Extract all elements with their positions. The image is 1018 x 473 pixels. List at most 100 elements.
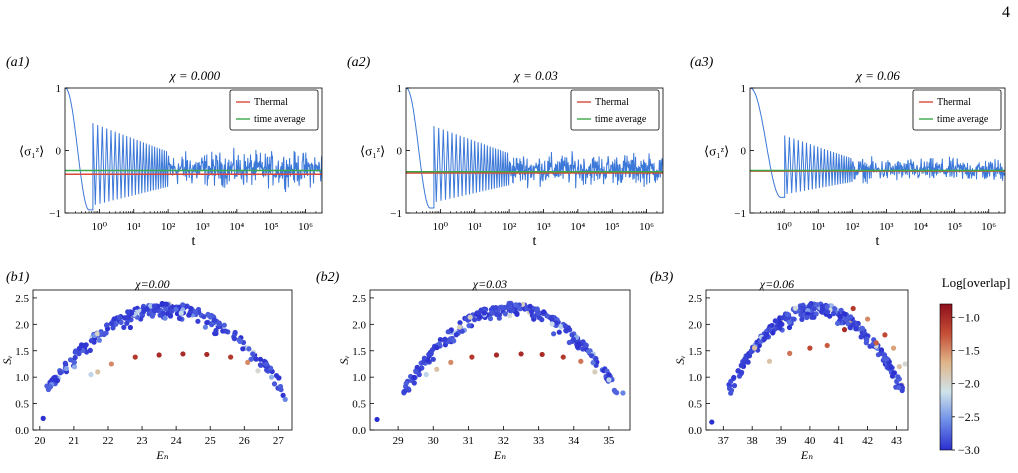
ytick-label: 2.0: [688, 319, 702, 331]
panel-title: χ=0.00: [134, 277, 169, 291]
scatter-point: [174, 311, 180, 317]
scatter-point: [125, 309, 131, 315]
scatter-point: [466, 323, 472, 329]
scatter-point-special: [890, 345, 897, 351]
xtick-label: 22: [102, 435, 113, 447]
scatter-point: [807, 302, 813, 308]
y-axis-label: ⟨σ₁ᶻ⟩: [19, 144, 44, 159]
scatter-point-special: [787, 350, 793, 356]
scatter-point: [76, 345, 82, 351]
scatter-point: [411, 380, 417, 386]
scatter-point: [780, 315, 786, 321]
legend-box: [570, 89, 660, 131]
scatter-point: [777, 320, 783, 326]
ytick-label: 0.0: [688, 425, 702, 437]
panel-label: (b1): [6, 270, 30, 285]
xtick-label: 10⁴: [570, 221, 585, 233]
scatter-panel-1: 0.0 0.5 1.0 1.5 2.0 2.5 20 21 22 23 24 25 26 27 χ=0.00…: [0, 270, 293, 462]
x-axis-label: t: [876, 234, 880, 249]
scatter-point: [163, 301, 169, 307]
legend-label-thermal: Thermal: [595, 97, 629, 108]
scatter-point: [141, 308, 147, 314]
scatter-point: [830, 311, 837, 317]
xtick-label: 10¹: [811, 221, 825, 233]
scatter-point: [811, 306, 817, 312]
scatter-point: [104, 326, 111, 332]
scatter-point: [280, 392, 286, 398]
xtick-label: 10⁶: [298, 221, 313, 233]
colorbar: Log[overlap] −1.0 −1.5 −2.0 −2.5 −3.0: [939, 275, 1011, 457]
xtick-label: 10⁵: [605, 221, 620, 233]
colorbar-tick-label: −1.0: [958, 310, 980, 324]
scatter-point: [108, 320, 115, 327]
xtick-label: 26: [239, 435, 251, 447]
scatter-point-special: [180, 351, 186, 357]
ytick-label: 1.0: [352, 372, 366, 384]
scatter-point-special: [807, 345, 813, 351]
scatter-point: [566, 339, 572, 346]
scatter-point: [837, 314, 843, 320]
x-axis-label: Eₙ: [800, 448, 813, 462]
xtick-label: 10²: [845, 221, 860, 233]
scatter-point: [777, 325, 783, 331]
scatter-point: [842, 311, 848, 317]
scatter-point-special: [560, 354, 566, 360]
ytick-label: 1.0: [15, 372, 29, 384]
legend-box: [912, 89, 1002, 131]
scatter-point-special: [156, 352, 162, 358]
legend-box: [229, 89, 319, 131]
scatter-point: [110, 325, 116, 331]
scatter-point: [127, 324, 133, 331]
scatter-point: [772, 318, 778, 324]
scatter-point-special: [95, 369, 101, 375]
scatter-point: [748, 349, 754, 355]
scatter-point: [264, 367, 270, 373]
panel-title: χ = 0.000: [168, 68, 221, 83]
scatter-point: [202, 324, 208, 330]
scatter-point: [825, 309, 831, 315]
scatter-point: [456, 324, 463, 330]
scatter-point: [570, 336, 577, 343]
scatter-point: [502, 311, 509, 317]
signal-line: [65, 88, 322, 211]
scatter-point-special: [423, 371, 429, 378]
colorbar-gradient: [939, 303, 953, 451]
colorbar-tick-label: −2.0: [958, 377, 980, 391]
scatter-point: [151, 303, 157, 309]
scatter-point-special: [766, 358, 773, 364]
scatter-point: [859, 325, 866, 331]
xtick-label: 10⁵: [947, 221, 962, 233]
scatter-point: [222, 328, 228, 334]
colorbar-title: Log[overlap]: [942, 275, 1011, 290]
scatter-point: [527, 303, 533, 309]
xtick-label: 10²: [502, 221, 517, 233]
scatter-point: [764, 331, 770, 337]
xtick-label: 10⁴: [913, 221, 928, 233]
scatter-point: [494, 311, 500, 317]
scatter-point: [606, 372, 612, 378]
scatter-point: [434, 345, 440, 351]
xtick-label: 32: [498, 435, 509, 447]
xtick-label: 10¹: [127, 221, 141, 233]
xtick-label: 35: [603, 435, 615, 447]
x-axis-label: t: [192, 234, 196, 249]
scatter-point: [895, 374, 901, 380]
page-number: 4: [1002, 4, 1010, 21]
xtick-label: 27: [273, 435, 285, 447]
axes-frame: [32, 289, 293, 431]
scatter-point-special: [374, 416, 380, 423]
scatter-point: [257, 356, 263, 362]
axes-frame: [369, 289, 631, 431]
scatter-point: [580, 346, 586, 352]
scatter-point: [180, 302, 186, 308]
scatter-point: [430, 356, 436, 362]
scatter-point: [489, 309, 495, 315]
y-axis-label: Sᵥ: [0, 355, 14, 364]
scatter-point: [250, 351, 256, 357]
scatter-point: [149, 313, 155, 319]
panel-title: χ=0.06: [759, 277, 794, 291]
ytick-label: 0: [741, 146, 747, 158]
scatter-point: [71, 364, 78, 370]
scatter-point: [735, 368, 741, 374]
ytick-label: 1.0: [688, 372, 702, 384]
